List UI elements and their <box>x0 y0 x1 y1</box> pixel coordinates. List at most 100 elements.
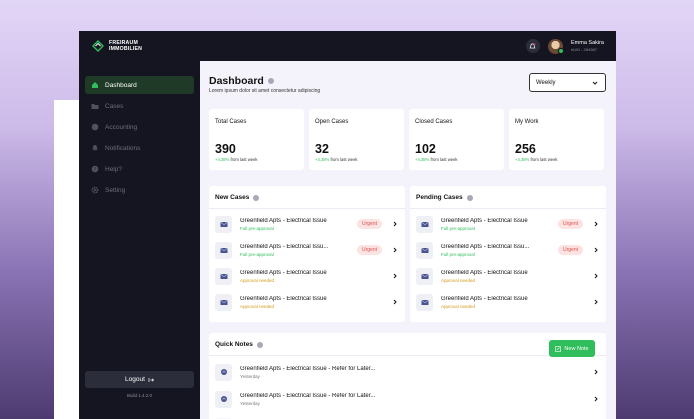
user-info[interactable]: Emma Sakira #UID - 284587 <box>571 40 604 52</box>
case-row[interactable]: Greenfield Apts - Electrical Issue Full p… <box>215 213 399 235</box>
sidebar-item-label: Dashboard <box>105 81 137 89</box>
stat-card-closed-cases[interactable]: Closed Cases 102 +4,38% from last week <box>409 109 504 170</box>
sidebar-item-notifications[interactable]: Notifications <box>85 139 194 157</box>
info-icon[interactable] <box>253 194 260 201</box>
stat-trend: +4,38% from last week <box>215 157 258 162</box>
stat-trend-suffix: from last week <box>230 157 258 162</box>
case-status: Full pre-approval <box>240 225 274 231</box>
case-title: Greenfield Apts - Electrical Issue <box>240 269 327 276</box>
urgent-badge: Urgent <box>557 245 583 255</box>
chevron-right-icon <box>393 299 397 305</box>
case-status: Approval needed <box>441 277 476 283</box>
panel-title-text: New Cases <box>215 194 250 201</box>
info-icon[interactable] <box>267 78 274 84</box>
period-select[interactable]: Weekly <box>529 73 606 92</box>
help-icon: ? <box>91 165 99 173</box>
urgent-badge: Urgent <box>356 245 382 255</box>
note-icon <box>215 363 232 381</box>
chevron-right-icon <box>393 273 397 279</box>
stat-card-my-work[interactable]: My Work 256 +4,38% from last week <box>509 109 604 170</box>
panel-title: Pending Cases <box>416 194 473 201</box>
new-note-button[interactable]: New Note <box>549 340 595 357</box>
avatar[interactable] <box>547 38 564 54</box>
sidebar-item-label: Accounting <box>105 123 138 131</box>
mail-icon <box>215 215 232 233</box>
build-version: Build 1.4.2.0 <box>126 393 153 398</box>
note-title: Greenfield Apts - Electrical Issue - Ref… <box>240 392 376 399</box>
logo: FREIRAUM IMMOBILIEN <box>91 39 142 53</box>
sidebar-item-label: Cases <box>105 102 124 110</box>
case-row[interactable]: Greenfield Apts - Electrical Issue Approv… <box>215 265 399 287</box>
bell-icon <box>530 42 536 48</box>
note-icon <box>215 390 232 408</box>
mail-icon <box>416 215 433 233</box>
case-row[interactable]: Greenfield Apts - Electrical Issue Approv… <box>416 291 600 313</box>
case-row[interactable]: Greenfield Apts - Electrical Issu... Full… <box>215 239 399 261</box>
sidebar-item-cases[interactable]: Cases <box>85 97 194 115</box>
stat-card-total-cases[interactable]: Total Cases 390 +4,38% from last week <box>209 109 304 170</box>
case-status: Full pre-approval <box>441 251 475 257</box>
mail-icon <box>215 241 232 259</box>
note-date: Yesterday <box>240 400 260 406</box>
brand-line1: FREIRAUM <box>109 40 138 46</box>
case-title: Greenfield Apts - Electrical Issue <box>240 295 327 302</box>
sidebar-item-setting[interactable]: Setting <box>85 181 194 199</box>
stat-value: 256 <box>515 142 536 156</box>
logout-icon <box>148 377 154 382</box>
svg-text:?: ? <box>94 167 97 172</box>
pending-cases-panel: Pending Cases Greenfield Apts - Electric… <box>410 186 606 322</box>
stat-trend: +4,38% from last week <box>415 157 458 162</box>
new-cases-panel: New Cases Greenfield Apts - Electrical I… <box>209 186 405 322</box>
note-row-partial[interactable] <box>215 415 600 419</box>
case-row[interactable]: Greenfield Apts - Electrical Issue Approv… <box>215 291 399 313</box>
case-row[interactable]: Greenfield Apts - Electrical Issue Full p… <box>416 213 600 235</box>
divider <box>410 208 606 209</box>
sidebar-item-dashboard[interactable]: Dashboard <box>85 76 194 94</box>
urgent-badge: Urgent <box>557 219 583 229</box>
sidebar: FREIRAUM IMMOBILIEN Dashboard Cases Acco… <box>79 31 200 419</box>
notification-bell-button[interactable] <box>525 39 540 53</box>
user-name: Emma Sakira <box>570 40 604 46</box>
case-row[interactable]: Greenfield Apts - Electrical Issu... Full… <box>416 239 600 261</box>
note-row[interactable]: Greenfield Apts - Electrical Issue - Ref… <box>215 361 600 383</box>
note-icon <box>215 417 232 419</box>
brand-line2: IMMOBILIEN <box>109 46 143 52</box>
info-icon[interactable] <box>256 341 263 348</box>
mail-icon <box>416 267 433 285</box>
user-id: #UID - 284587 <box>570 47 597 52</box>
stat-trend-suffix: from last week <box>530 157 558 162</box>
chevron-right-icon <box>594 396 598 402</box>
sidebar-nav: Dashboard Cases Accounting Notifications… <box>85 76 194 202</box>
mail-icon <box>215 293 232 311</box>
logout-label: Logout <box>125 376 145 383</box>
sidebar-item-label: Help? <box>105 165 122 173</box>
note-title: Greenfield Apts - Electrical Issue - Ref… <box>240 365 376 372</box>
sidebar-item-help[interactable]: ? Help? <box>85 160 194 178</box>
case-row[interactable]: Greenfield Apts - Electrical Issue Approv… <box>416 265 600 287</box>
stat-card-open-cases[interactable]: Open Cases 32 +4,38% from last week <box>309 109 404 170</box>
app-window: FREIRAUM IMMOBILIEN Dashboard Cases Acco… <box>79 31 616 419</box>
chevron-right-icon <box>594 247 598 253</box>
chevron-right-icon <box>594 369 598 375</box>
urgent-badge: Urgent <box>356 219 382 229</box>
mail-icon <box>416 293 433 311</box>
bell-icon <box>92 145 98 152</box>
home-icon <box>92 82 98 88</box>
panel-title-text: Pending Cases <box>416 194 463 201</box>
chevron-right-icon <box>594 221 598 227</box>
note-row[interactable]: Greenfield Apts - Electrical Issue - Ref… <box>215 388 600 410</box>
panel-title: New Cases <box>215 194 260 201</box>
info-icon[interactable] <box>466 194 473 201</box>
case-title: Greenfield Apts - Electrical Issu... <box>240 243 329 250</box>
panel-title-text: Quick Notes <box>215 341 253 348</box>
logout-button[interactable]: Logout <box>85 371 194 388</box>
sidebar-item-accounting[interactable]: Accounting <box>85 118 194 136</box>
case-title: Greenfield Apts - Electrical Issu... <box>441 243 530 250</box>
chevron-down-icon <box>592 81 598 85</box>
mail-icon <box>416 241 433 259</box>
case-status: Full pre-approval <box>240 251 274 257</box>
note-date: Yesterday <box>240 373 260 379</box>
case-status: Approval needed <box>441 303 476 309</box>
stat-trend: +4,38% from last week <box>515 157 558 162</box>
case-status: Approval needed <box>240 303 275 309</box>
